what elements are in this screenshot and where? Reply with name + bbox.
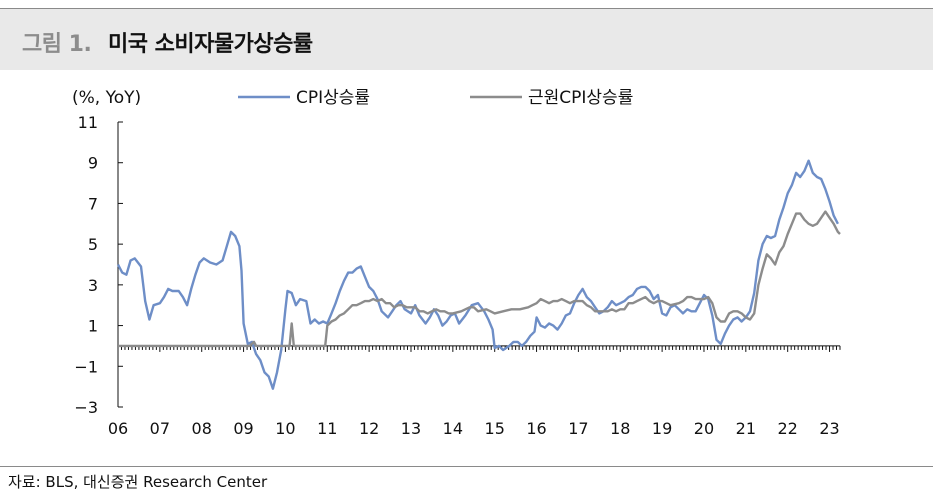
- x-tick-label: 08: [192, 419, 212, 438]
- y-unit-label: (%, YoY): [72, 88, 141, 108]
- x-tick-label: 16: [526, 419, 546, 438]
- x-tick-label: 20: [694, 419, 714, 438]
- x-tick-label: 14: [443, 419, 463, 438]
- legend-label-cpi: CPI상승률: [296, 88, 370, 108]
- legend: CPI상승률 근원CPI상승률: [238, 88, 633, 108]
- x-tick-label: 18: [610, 419, 630, 438]
- legend-label-core-cpi: 근원CPI상승률: [528, 88, 633, 108]
- figure-label: 그림 1.: [22, 32, 92, 57]
- source-note: 자료: BLS, 대신증권 Research Center: [8, 473, 268, 491]
- x-tick-label: 12: [359, 419, 379, 438]
- x-tick-label: 11: [317, 419, 337, 438]
- series-layer: [116, 159, 841, 390]
- y-axis: 11 9 7 5 3 1 −1 −3: [74, 113, 123, 417]
- x-tick-label: 10: [275, 419, 295, 438]
- x-tick-label: 13: [401, 419, 421, 438]
- series-line-cpi: [116, 159, 839, 390]
- figure-title: 미국 소비자물가상승률: [108, 32, 313, 57]
- y-tick-label: 11: [78, 113, 98, 132]
- x-tick-label: 19: [652, 419, 672, 438]
- x-tick-label: 09: [233, 419, 253, 438]
- y-tick-label: 3: [88, 276, 98, 295]
- source-rule: [0, 466, 933, 467]
- x-tick-label: 22: [778, 419, 798, 438]
- top-rule: [0, 8, 933, 9]
- figure-header: [0, 9, 933, 70]
- x-tick-label: 07: [150, 419, 170, 438]
- x-tick-label: 23: [819, 419, 839, 438]
- x-tick-label: 17: [568, 419, 588, 438]
- y-tick-label: 9: [88, 154, 98, 173]
- x-tick-label: 06: [108, 419, 128, 438]
- y-tick-label: 5: [88, 235, 98, 254]
- y-tick-label: −3: [74, 398, 98, 417]
- x-tick-label: 21: [736, 419, 756, 438]
- series-line-core-cpi: [118, 210, 841, 348]
- x-axis: 06 07 08 09 10 11 12 13 14 15 16 17 18 19 20 21 22 23: [108, 345, 841, 438]
- y-tick-label: −1: [74, 357, 98, 376]
- x-tick-label: 15: [485, 419, 505, 438]
- y-tick-label: 7: [88, 194, 98, 213]
- y-tick-label: 1: [88, 317, 98, 336]
